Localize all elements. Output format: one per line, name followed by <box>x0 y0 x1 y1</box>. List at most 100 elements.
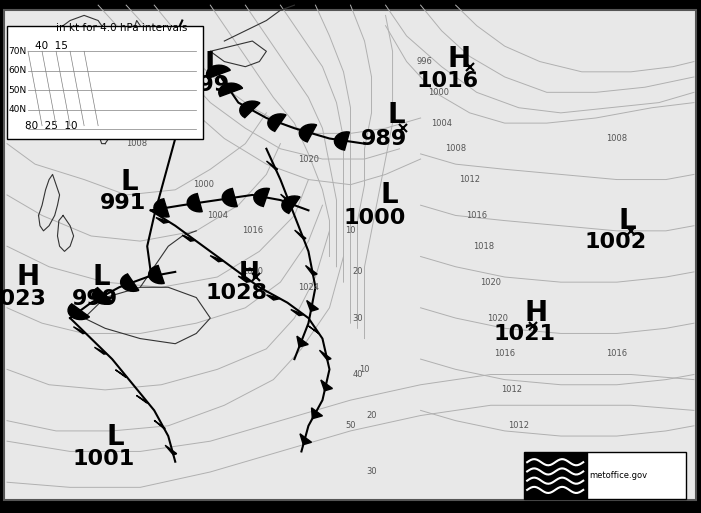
Text: 1024: 1024 <box>298 283 319 292</box>
Text: 80  25  10: 80 25 10 <box>25 121 77 131</box>
Polygon shape <box>299 124 317 142</box>
Text: 1000: 1000 <box>193 180 214 189</box>
Text: H: H <box>17 263 39 291</box>
Text: 70N: 70N <box>8 47 27 56</box>
Polygon shape <box>154 420 165 429</box>
Text: 20: 20 <box>353 267 362 277</box>
Text: 30: 30 <box>352 313 363 323</box>
Text: 50N: 50N <box>8 86 27 95</box>
Text: 10: 10 <box>360 365 369 374</box>
Text: 10: 10 <box>346 226 355 235</box>
Bar <box>524 452 587 499</box>
Polygon shape <box>306 266 317 275</box>
Text: 1020: 1020 <box>242 267 263 277</box>
Text: 1008: 1008 <box>606 134 627 143</box>
Polygon shape <box>280 194 292 204</box>
Text: 996: 996 <box>416 57 432 66</box>
Text: 1016: 1016 <box>466 211 487 220</box>
Polygon shape <box>300 434 311 445</box>
Polygon shape <box>311 408 322 419</box>
Polygon shape <box>154 199 169 217</box>
Text: 40: 40 <box>353 370 362 379</box>
Text: 989: 989 <box>361 129 407 148</box>
Text: 1000: 1000 <box>344 208 406 228</box>
Polygon shape <box>268 114 286 131</box>
Polygon shape <box>93 288 113 304</box>
Polygon shape <box>210 255 223 262</box>
Text: 1021: 1021 <box>494 325 555 344</box>
Polygon shape <box>68 304 90 320</box>
Text: 1002: 1002 <box>585 232 646 252</box>
Polygon shape <box>308 326 319 334</box>
Text: 1001: 1001 <box>73 449 135 469</box>
Polygon shape <box>266 295 280 300</box>
Bar <box>7 26 203 139</box>
Bar <box>587 452 686 499</box>
Text: 1016: 1016 <box>529 452 550 461</box>
Polygon shape <box>254 188 269 206</box>
Polygon shape <box>266 161 278 170</box>
Polygon shape <box>282 196 300 213</box>
Polygon shape <box>121 274 139 291</box>
Text: 1020: 1020 <box>487 313 508 323</box>
Text: 60N: 60N <box>8 66 27 75</box>
Text: 1004: 1004 <box>207 211 228 220</box>
Text: 1020: 1020 <box>298 154 319 164</box>
Polygon shape <box>116 370 127 377</box>
Polygon shape <box>156 218 170 223</box>
Text: 1008: 1008 <box>98 121 119 130</box>
Text: 1028: 1028 <box>206 284 268 303</box>
Text: L: L <box>387 102 405 129</box>
Text: 1008: 1008 <box>445 144 466 153</box>
Text: 40  15: 40 15 <box>35 41 68 51</box>
Text: 1023: 1023 <box>0 289 46 308</box>
Text: 1016: 1016 <box>242 226 263 235</box>
Polygon shape <box>320 350 331 360</box>
Text: L: L <box>121 168 139 196</box>
Text: H: H <box>525 299 547 327</box>
Text: 20: 20 <box>367 411 376 420</box>
Text: L: L <box>380 181 398 209</box>
Polygon shape <box>321 380 332 391</box>
Polygon shape <box>297 336 308 347</box>
Text: 1018: 1018 <box>473 242 494 251</box>
Text: 1016: 1016 <box>416 71 478 90</box>
Text: 1016: 1016 <box>494 349 515 359</box>
Polygon shape <box>334 132 350 150</box>
Polygon shape <box>149 266 164 284</box>
Polygon shape <box>137 396 148 403</box>
Polygon shape <box>238 276 251 282</box>
Text: 999: 999 <box>72 289 118 308</box>
Text: 1012: 1012 <box>501 385 522 394</box>
Text: 1004: 1004 <box>431 119 452 128</box>
Polygon shape <box>240 101 260 117</box>
Polygon shape <box>207 65 231 78</box>
Text: L: L <box>618 207 637 234</box>
Text: L: L <box>93 263 111 291</box>
Text: 1012: 1012 <box>459 175 480 184</box>
Polygon shape <box>187 193 203 212</box>
Polygon shape <box>74 327 86 333</box>
Polygon shape <box>219 83 243 96</box>
Text: 1008: 1008 <box>126 139 147 148</box>
Text: 50: 50 <box>346 421 355 430</box>
Polygon shape <box>291 309 304 315</box>
Text: H: H <box>448 45 470 73</box>
Polygon shape <box>294 230 306 240</box>
Text: L: L <box>205 50 223 78</box>
Text: L: L <box>107 423 125 451</box>
Polygon shape <box>182 235 195 241</box>
Polygon shape <box>222 188 238 207</box>
Text: metoffice.gov: metoffice.gov <box>589 471 647 480</box>
Polygon shape <box>307 301 318 311</box>
Polygon shape <box>165 445 177 455</box>
Text: 999: 999 <box>184 75 230 94</box>
Text: in kt for 4.0 hPa intervals: in kt for 4.0 hPa intervals <box>56 23 187 33</box>
Text: 40N: 40N <box>8 105 27 114</box>
Text: 1020: 1020 <box>480 278 501 287</box>
Text: H: H <box>238 260 259 284</box>
Text: 1016: 1016 <box>606 349 627 359</box>
Text: 991: 991 <box>100 193 146 212</box>
Text: 1012: 1012 <box>508 421 529 430</box>
Text: 1000: 1000 <box>428 88 449 97</box>
